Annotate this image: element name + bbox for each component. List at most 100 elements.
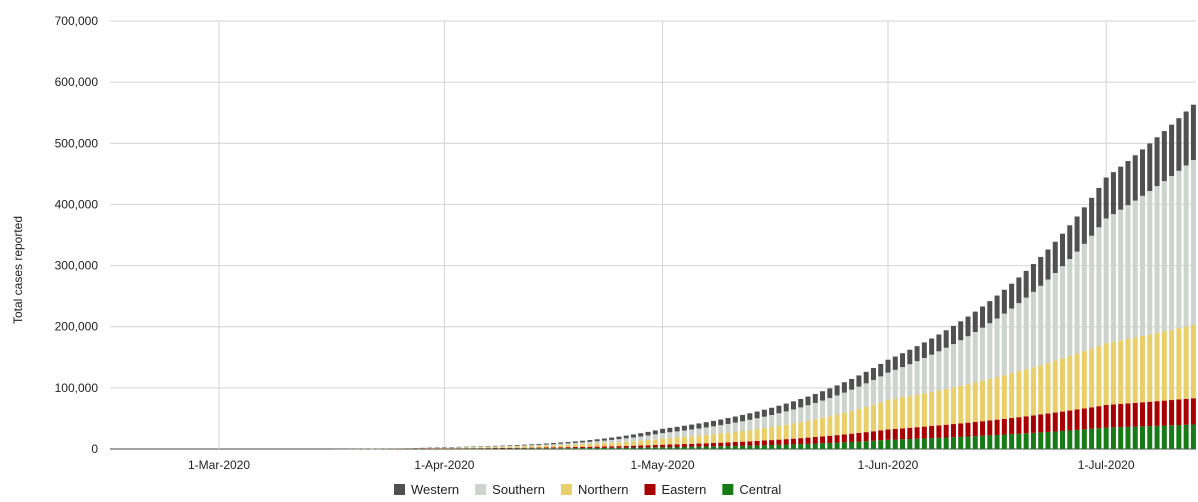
bar-segment-northern (1132, 337, 1138, 403)
bar-segment-eastern (1096, 406, 1102, 429)
bar-segment-northern (630, 441, 636, 446)
bar-segment-central (914, 438, 920, 449)
bar-segment-southern (1089, 235, 1095, 349)
bar-segment-western (543, 443, 549, 445)
bar-segment-southern (601, 440, 607, 444)
bar-segment-central (820, 443, 826, 449)
bar-segment-southern (1118, 209, 1124, 341)
bar-segment-eastern (572, 447, 578, 449)
bar-segment-southern (754, 418, 760, 430)
bar-segment-western (870, 367, 876, 380)
bar-segment-eastern (1147, 401, 1153, 427)
bar-segment-southern (485, 446, 491, 448)
bar-segment-western (790, 401, 796, 410)
bar-segment-central (827, 442, 833, 449)
y-tick-label: 0 (91, 442, 98, 456)
bar-segment-central (776, 444, 782, 449)
bar-segment-eastern (761, 440, 767, 446)
bar-segment-western (652, 430, 658, 435)
bar-segment-northern (885, 400, 891, 430)
bar-segment-northern (1190, 324, 1196, 399)
bar-segment-eastern (551, 447, 556, 449)
bar-segment-central (536, 448, 542, 449)
bar-segment-northern (507, 446, 513, 448)
bar-segment-western (660, 428, 666, 434)
bar-segment-western (965, 316, 971, 337)
bar-segment-eastern (543, 447, 549, 449)
bar-segment-southern (761, 416, 767, 429)
bar-segment-central (943, 437, 949, 449)
bar-segment-western (551, 443, 556, 445)
bar-segment-eastern (529, 447, 535, 449)
bar-segment-central (1125, 426, 1131, 449)
bar-segment-eastern (732, 442, 738, 446)
bar-segment-southern (987, 323, 993, 379)
bar-segment-eastern (1009, 418, 1015, 435)
bar-segment-southern (1016, 303, 1022, 372)
bar-segment-eastern (652, 444, 658, 448)
bar-segment-western (841, 382, 847, 393)
bar-segment-eastern (1067, 410, 1073, 431)
bar-segment-central (674, 446, 680, 449)
bar-segment-western (667, 427, 673, 433)
bar-segment-western (900, 353, 906, 368)
bar-segment-southern (747, 419, 753, 431)
bar-segment-central (1016, 433, 1022, 449)
bar-segment-central (856, 441, 862, 449)
bar-segment-eastern (1038, 414, 1044, 433)
bar-segment-northern (761, 428, 767, 441)
bar-segment-eastern (870, 431, 876, 441)
bar-segment-eastern (740, 441, 746, 446)
bar-segment-western (616, 436, 622, 440)
bar-segment-central (718, 446, 724, 449)
bar-segment-central (1023, 433, 1029, 449)
bar-segment-western (638, 433, 644, 437)
bar-segment-southern (1009, 308, 1015, 374)
legend-item-southern: Southern (475, 482, 545, 497)
bar-segment-central (892, 439, 898, 449)
bar-segment-northern (776, 425, 782, 440)
bar-segment-southern (783, 411, 789, 425)
bar-segment-southern (580, 442, 586, 445)
bar-segment-eastern (1060, 411, 1066, 431)
bar-segment-western (1096, 187, 1102, 228)
bar-segment-western (1045, 249, 1051, 280)
bar-segment-northern (921, 393, 927, 427)
bar-segment-northern (1030, 367, 1036, 416)
bar-segment-eastern (638, 445, 644, 448)
bar-segment-southern (630, 437, 636, 442)
bar-segment-southern (1103, 218, 1109, 344)
bar-segment-central (1038, 432, 1044, 449)
bar-segment-central (980, 435, 986, 449)
legend-item-central: Central (722, 482, 781, 497)
bar-segment-eastern (681, 444, 687, 447)
legend-label: Central (739, 482, 781, 497)
bar-segment-northern (812, 419, 818, 438)
y-tick-label: 100,000 (55, 381, 99, 395)
bar-segment-northern (798, 422, 804, 439)
bar-segment-southern (732, 422, 738, 432)
bar-segment-northern (543, 445, 549, 448)
bar-segment-eastern (521, 447, 527, 449)
bar-segment-northern (820, 417, 826, 437)
bar-segment-western (674, 426, 680, 432)
bar-segment-western (1132, 155, 1138, 201)
bar-segment-northern (463, 447, 469, 449)
bar-segment-central (754, 445, 760, 449)
bar-segment-northern (856, 408, 862, 433)
legend-label: Southern (492, 482, 545, 497)
bar-segment-southern (1183, 165, 1189, 327)
bar-segment-northern (703, 434, 709, 444)
y-axis-title: Total cases reported (11, 216, 25, 324)
bar-segment-northern (754, 429, 760, 441)
bar-segment-western (856, 375, 862, 387)
bar-segment-central (878, 440, 884, 449)
legend-label: Western (411, 482, 459, 497)
bar-segment-southern (696, 428, 702, 436)
bar-segment-western (725, 418, 731, 424)
bar-segment-southern (740, 421, 746, 431)
bar-segment-western (776, 405, 782, 414)
bar-segment-northern (878, 402, 884, 431)
bar-segment-eastern (587, 446, 593, 448)
bar-segment-eastern (536, 447, 542, 449)
